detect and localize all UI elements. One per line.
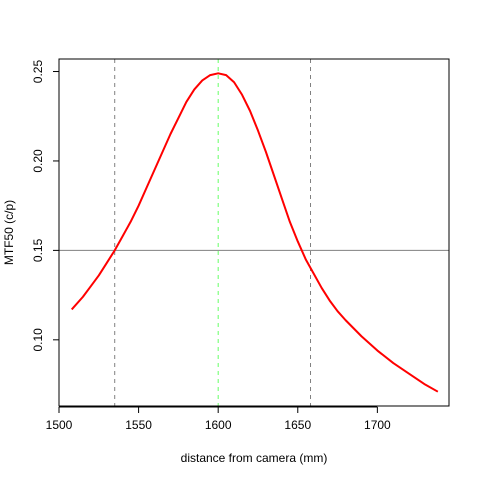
plot-frame: [58, 58, 450, 407]
plot-group: [59, 59, 449, 406]
y-tick-label: 0.25: [31, 60, 45, 84]
x-tick-label: 1500: [46, 418, 73, 432]
y-tick-label: 0.15: [31, 238, 45, 262]
series-line: [70, 72, 439, 393]
x-axis: 1500 1550 1600 1650 1700: [46, 406, 391, 432]
y-axis: 0.10 0.15 0.20 0.25: [31, 60, 60, 352]
y-tick-label: 0.10: [31, 328, 45, 352]
y-axis-label: MTF50 (c/p): [2, 200, 16, 265]
y-tick-label: 0.20: [31, 149, 45, 173]
x-tick-label: 1550: [125, 418, 152, 432]
x-tick-label: 1700: [364, 418, 391, 432]
x-tick-label: 1650: [284, 418, 311, 432]
x-tick-label: 1600: [205, 418, 232, 432]
x-axis-label: distance from camera (mm): [181, 451, 328, 465]
